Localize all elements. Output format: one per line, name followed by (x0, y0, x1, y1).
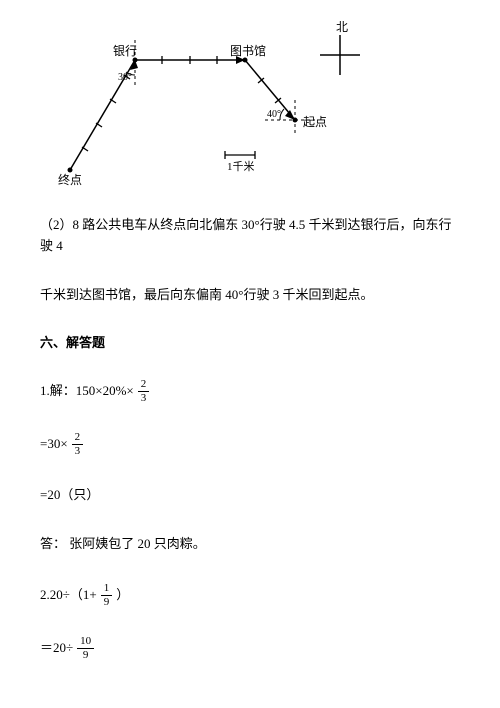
q1-frac1: 2 3 (138, 379, 150, 404)
start-angle: 40° (267, 109, 281, 120)
q2-frac1: 1 9 (101, 583, 113, 608)
q1-line1: 1.解：150×20%× 2 3 (40, 379, 460, 404)
q2-line1: 2.20÷（1+ 1 9 ） (40, 583, 460, 608)
paragraph-2b: 千米到达图书馆，最后向东偏南 40°行驶 3 千米回到起点。 (40, 285, 460, 306)
q1-line2: =30× 2 3 (40, 432, 460, 457)
bank-label: 银行 (113, 44, 137, 58)
q1-line1-pre: 1.解：150×20%× (40, 381, 134, 402)
q2-line2-pre: ＝20÷ (40, 638, 73, 659)
q2-line1-post: ） (116, 585, 129, 606)
library-label: 图书馆 (230, 43, 266, 58)
q2-line2: ＝20÷ 10 9 (40, 636, 460, 661)
scale-label: 1千米 (227, 160, 255, 173)
q1-line2-pre: =30× (40, 434, 68, 455)
start-label: 起点 (303, 115, 327, 129)
q2-frac2: 10 9 (77, 636, 94, 661)
paragraph-2a: （2）8 路公共电车从终点向北偏东 30°行驶 4.5 千米到达银行后，向东行驶… (40, 215, 460, 257)
compass-north: 北 (336, 20, 348, 34)
route-diagram: 北 (50, 20, 370, 190)
end-label: 终点 (58, 172, 82, 187)
q1-line3: =20（只） (40, 485, 460, 506)
q1-answer: 答： 张阿姨包了 20 只肉粽。 (40, 534, 460, 555)
section-6-title: 六、解答题 (40, 333, 460, 354)
bank-angle: 30° (118, 72, 132, 83)
q2-line1-pre: 2.20÷（1+ (40, 585, 97, 606)
q1-frac2: 2 3 (72, 432, 84, 457)
diagram-svg: 北 (50, 20, 370, 190)
